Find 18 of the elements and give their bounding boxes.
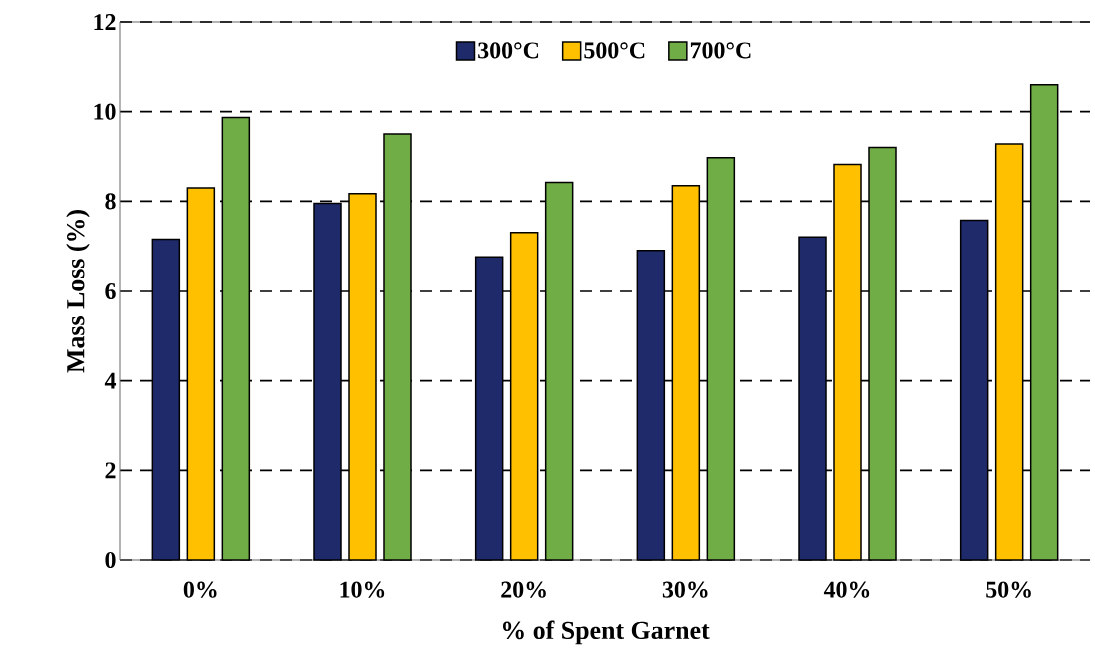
y-tick-label: 0 bbox=[105, 551, 116, 569]
x-tick-label: 40% bbox=[823, 581, 870, 598]
y-tick-label: 4 bbox=[104, 372, 117, 389]
y-tick-label: 2 bbox=[105, 462, 116, 479]
x-tick-label: 0% bbox=[183, 581, 217, 598]
x-tick-label: 30% bbox=[662, 581, 708, 598]
legend-label: 700°C bbox=[690, 42, 751, 59]
x-axis-title: % of Spent Garnet bbox=[502, 620, 710, 645]
legend-label: 300°C bbox=[478, 42, 539, 59]
y-tick-label: 12 bbox=[94, 14, 116, 30]
y-tick-label: 6 bbox=[105, 282, 116, 300]
y-tick-label: 10 bbox=[94, 103, 116, 120]
x-tick-label: 20% bbox=[501, 581, 546, 598]
y-axis-title: Mass Loss (%) bbox=[66, 210, 90, 373]
x-tick-label: 10% bbox=[340, 581, 385, 598]
x-tick-label: 50% bbox=[986, 581, 1031, 598]
legend-label: 500°C bbox=[584, 42, 645, 59]
y-tick-label: 8 bbox=[105, 193, 116, 210]
